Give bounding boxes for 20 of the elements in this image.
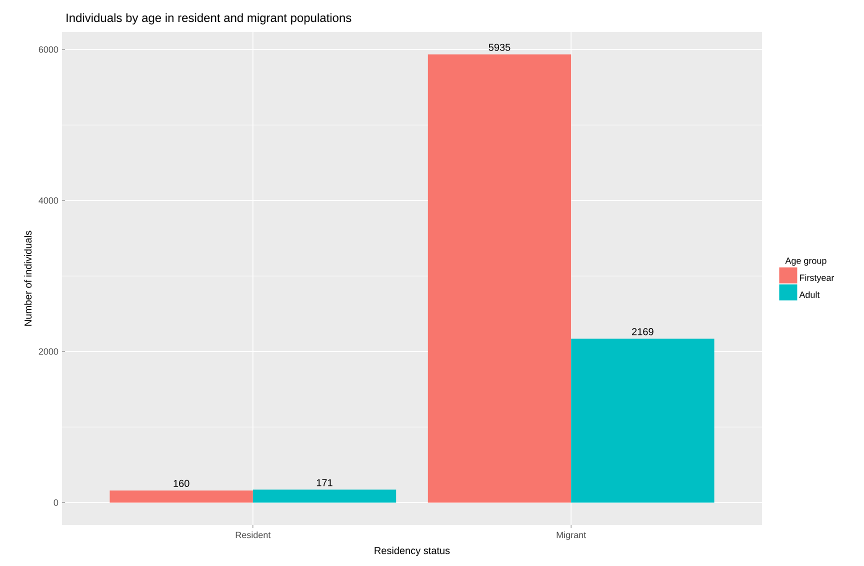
bar (252, 490, 396, 503)
bar (110, 490, 253, 503)
y-axis-title: Number of individuals (24, 230, 32, 326)
y-tick-label: 2000 (38, 348, 58, 355)
chart-title: Individuals by age in resident and migrant populations (66, 13, 352, 24)
legend-label: Adult (799, 291, 820, 298)
data-label: 160 (174, 480, 190, 487)
y-tick-label: 4000 (38, 197, 58, 204)
data-label: 2169 (632, 328, 654, 336)
y-tick-label: 6000 (38, 46, 58, 53)
data-label: 5935 (488, 44, 510, 51)
y-tick-label: 0 (54, 499, 58, 506)
x-tick-label: Resident (236, 532, 271, 538)
data-label: 171 (316, 479, 332, 486)
bar (571, 338, 714, 503)
x-tick-label: Migrant (556, 532, 586, 540)
legend-label: Firstyear (800, 274, 834, 283)
x-axis-title: Residency status (374, 546, 450, 556)
legend-title: Age group (785, 258, 826, 266)
bar (428, 54, 572, 503)
